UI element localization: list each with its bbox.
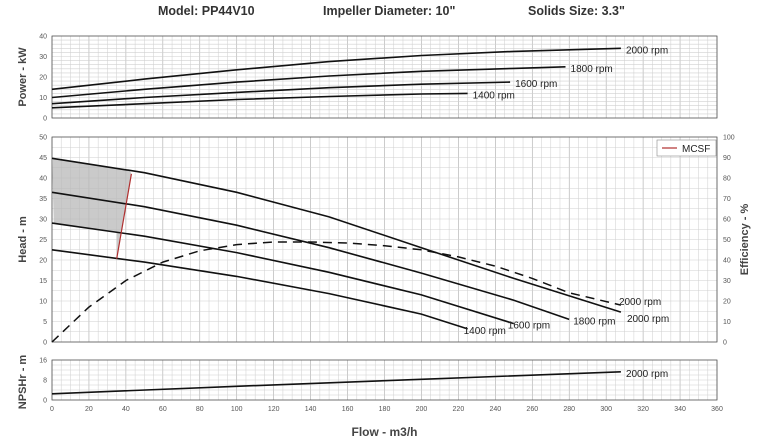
efficiency-y-tick: 60 [723, 217, 731, 224]
head-y-tick: 45 [39, 155, 47, 162]
head-curve-label: 1800 rpm [573, 316, 615, 327]
head-curve-label: 2000 rpm [627, 314, 669, 325]
x-tick: 80 [196, 406, 204, 413]
legend-box [656, 139, 717, 157]
legend-mcsf-label: MCSF [682, 144, 710, 155]
npshr-y-tick: 0 [43, 398, 47, 405]
efficiency-y-tick: 40 [723, 258, 731, 265]
power-y-axis-label: Power - kW [17, 47, 29, 107]
efficiency-curve-line [51, 241, 622, 343]
x-tick: 20 [85, 406, 93, 413]
x-tick: 180 [379, 406, 391, 413]
plot-frame [51, 359, 718, 401]
x-tick: 140 [305, 406, 317, 413]
head-y-tick: 0 [43, 340, 47, 347]
power-y-tick: 40 [39, 34, 47, 41]
power-curve-label: 1400 rpm [473, 90, 515, 101]
x-tick: 280 [563, 406, 575, 413]
head-curve-line [51, 191, 570, 321]
x-tick: 260 [526, 406, 538, 413]
x-tick: 160 [342, 406, 354, 413]
x-tick: 0 [50, 406, 54, 413]
plot-frame [51, 136, 718, 343]
x-tick: 40 [122, 406, 130, 413]
efficiency-curve-label: 2000 rpm [619, 297, 661, 308]
efficiency-y-tick: 100 [723, 135, 735, 142]
plot-frame [51, 35, 718, 119]
head-y-tick: 50 [39, 135, 47, 142]
x-tick: 100 [231, 406, 243, 413]
efficiency-y-axis-label: Efficiency - % [739, 204, 751, 276]
x-tick: 360 [711, 406, 723, 413]
efficiency-y-tick: 50 [723, 237, 731, 244]
efficiency-y-tick: 10 [723, 319, 731, 326]
power-curve-line [51, 81, 511, 105]
head-curve-line [51, 222, 515, 325]
power-y-tick: 0 [43, 116, 47, 123]
head-curve-line [51, 157, 622, 313]
head-y-tick: 5 [43, 319, 47, 326]
efficiency-y-tick: 80 [723, 176, 731, 183]
mcsf-line [116, 173, 132, 259]
efficiency-y-tick: 20 [723, 299, 731, 306]
x-tick: 340 [674, 406, 686, 413]
x-tick: 200 [416, 406, 428, 413]
model-label: Model: PP44V10 [158, 4, 255, 18]
npshr-curve-label: 2000 rpm [626, 369, 668, 380]
efficiency-y-tick: 30 [723, 278, 731, 285]
head-y-tick: 30 [39, 217, 47, 224]
head-y-tick: 25 [39, 237, 47, 244]
power-curve-line [51, 92, 468, 109]
power-y-tick: 30 [39, 54, 47, 61]
head-curve-label: 1400 rpm [464, 326, 506, 337]
x-tick: 120 [268, 406, 280, 413]
power-curve-label: 1600 rpm [515, 79, 557, 90]
power-curve-label: 2000 rpm [626, 45, 668, 56]
x-tick: 300 [600, 406, 612, 413]
x-tick: 60 [159, 406, 167, 413]
x-tick: 240 [489, 406, 501, 413]
head-y-tick: 40 [39, 176, 47, 183]
power-y-tick: 10 [39, 95, 47, 102]
efficiency-y-tick: 90 [723, 155, 731, 162]
power-curve-label: 1800 rpm [571, 64, 613, 75]
solids-label: Solids Size: 3.3" [528, 4, 625, 18]
head-y-tick: 35 [39, 196, 47, 203]
x-tick: 320 [637, 406, 649, 413]
head-y-tick: 10 [39, 299, 47, 306]
impeller-label: Impeller Diameter: 10" [323, 4, 456, 18]
head-curve-label: 1600 rpm [508, 321, 550, 332]
efficiency-y-tick: 70 [723, 196, 731, 203]
x-tick: 220 [453, 406, 465, 413]
efficiency-y-tick: 0 [723, 340, 727, 347]
npshr-y-axis-label: NPSHr - m [17, 355, 29, 410]
power-curve-line [51, 66, 566, 99]
head-y-axis-label: Head - m [17, 216, 29, 263]
head-curve-line [51, 249, 468, 330]
npshr-y-tick: 8 [43, 378, 47, 385]
head-y-tick: 15 [39, 278, 47, 285]
power-curve-line [51, 47, 621, 91]
npshr-curve-line [51, 371, 621, 395]
x-axis-label: Flow - m3/h [352, 425, 418, 439]
head-y-tick: 20 [39, 258, 47, 265]
operating-region-shade [52, 158, 132, 259]
npshr-y-tick: 16 [39, 358, 47, 365]
power-y-tick: 20 [39, 75, 47, 82]
